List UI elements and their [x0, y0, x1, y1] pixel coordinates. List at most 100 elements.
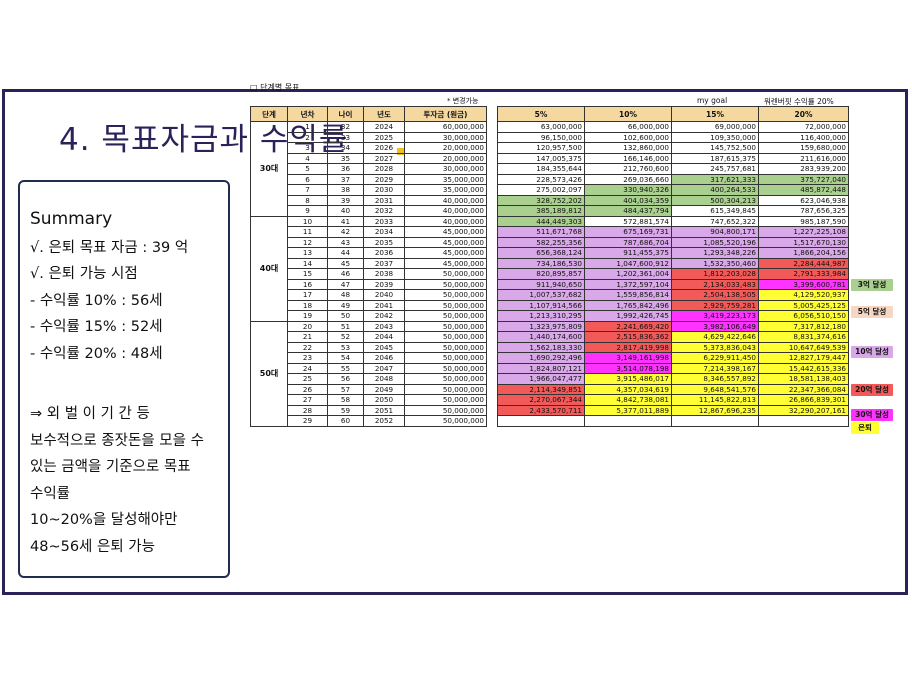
value-cell-r20: 4,129,520,937: [758, 289, 849, 301]
year-count-cell: 28: [287, 404, 328, 416]
year-count-cell: 23: [287, 352, 328, 364]
value-cell-r5: 184,355,644: [497, 163, 585, 175]
stage-cell: 30대: [250, 121, 288, 217]
value-cell-r5: 511,671,768: [497, 226, 585, 238]
table-row: 734,186,530 1,047,600,912 1,532,350,460 2,2…: [497, 257, 849, 269]
badge-10eok: 10억 달성: [851, 346, 893, 358]
value-cell-r5: 2,270,067,344: [497, 394, 585, 406]
year-count-cell: 4: [287, 152, 328, 164]
value-cell-r10: 3,149,161,998: [584, 352, 672, 364]
year-count-cell: 18: [287, 299, 328, 311]
table-row: 9 40 2032 40,000,000: [251, 205, 487, 217]
year-cell: 2049: [363, 383, 405, 395]
age-cell: 38: [327, 184, 364, 196]
summary-line: 48~56세 은퇴 가능: [30, 538, 155, 555]
header-rate-15: 15%: [671, 106, 759, 122]
value-cell-r20: 787,656,325: [758, 205, 849, 217]
value-cell-r15: 2,504,138,505: [671, 289, 759, 301]
year-cell: 2027: [363, 152, 405, 164]
value-cell-r15: 69,000,000: [671, 121, 759, 133]
value-cell-r10: 911,455,375: [584, 247, 672, 259]
value-cell-r10: 269,036,660: [584, 173, 672, 185]
table-row: 50대 20 51 2043 50,000,000: [250, 320, 487, 427]
year-count-cell: 9: [287, 205, 328, 217]
principal-cell: 50,000,000: [404, 415, 487, 427]
table-row: 1,323,975,809 2,241,669,420 3,982,106,649 7…: [497, 320, 849, 332]
value-cell-r15: 747,652,322: [671, 215, 759, 227]
value-cell-r5: 1,562,183,330: [497, 341, 585, 353]
age-cell: 34: [327, 142, 364, 154]
summary-line: 보수적으로 종잣돈을 모을 수: [30, 432, 204, 449]
age-cell: 60: [327, 415, 364, 427]
value-cell-r20: 2,791,333,984: [758, 268, 849, 280]
value-cell-r5: 582,255,356: [497, 236, 585, 248]
table-row: 7 38 2030 35,000,000: [251, 184, 487, 196]
summary-heading: Summary: [30, 209, 113, 229]
value-cell-r20: 116,400,000: [758, 131, 849, 143]
value-cell-r5: 444,449,303: [497, 215, 585, 227]
table-row: 1,440,174,600 2,515,836,362 4,629,422,646 8…: [497, 331, 849, 343]
value-cell-r15: 1,532,350,460: [671, 257, 759, 269]
table-row: 15 46 2038 50,000,000: [251, 268, 487, 280]
year-count-cell: 20: [287, 320, 328, 332]
principal-cell: 30,000,000: [404, 163, 487, 175]
table-row: 4 35 2027 20,000,000: [251, 152, 487, 164]
age-cell: 45: [327, 257, 364, 269]
value-cell-r10: 1,202,361,004: [584, 268, 672, 280]
age-cell: 37: [327, 173, 364, 185]
table-row: 16 47 2039 50,000,000: [251, 278, 487, 290]
value-cell-r20: 26,866,839,301: [758, 394, 849, 406]
value-cell-r5: 147,005,375: [497, 152, 585, 164]
principal-cell: 50,000,000: [404, 299, 487, 311]
age-cell: 43: [327, 236, 364, 248]
table-row: 2,114,349,851 4,357,034,619 9,648,541,576 2…: [497, 383, 849, 395]
returns-table: 5% 10% 15% 20% 63,000,000 66,000,000 69,00…: [497, 106, 849, 427]
value-cell-r15: 3,982,106,649: [671, 320, 759, 332]
year-count-cell: 6: [287, 173, 328, 185]
year-count-cell: 12: [287, 236, 328, 248]
section-label: □ 단계별 목표: [250, 83, 300, 92]
value-cell-r10: 4,842,738,081: [584, 394, 672, 406]
year-count-cell: 8: [287, 194, 328, 206]
principal-cell: 35,000,000: [404, 184, 487, 196]
table-row: 11 42 2034 45,000,000: [251, 226, 487, 238]
value-cell-r5: 120,957,500: [497, 142, 585, 154]
year-count-cell: 29: [287, 415, 328, 427]
principal-cell: 50,000,000: [404, 352, 487, 364]
summary-line: √. 은퇴 가능 시점: [30, 266, 138, 282]
value-cell-r10: [584, 415, 672, 427]
note-buffett-rate: 워렌버핏 수익률 20%: [764, 97, 834, 106]
value-cell-r5: 911,940,650: [497, 278, 585, 290]
year-cell: 2031: [363, 194, 405, 206]
value-cell-r15: 187,615,375: [671, 152, 759, 164]
value-cell-r15: 145,752,500: [671, 142, 759, 154]
table-row: 328,752,202 404,034,359 500,304,213 623,046…: [497, 194, 849, 206]
value-cell-r15: 9,648,541,576: [671, 383, 759, 395]
year-cell: 2052: [363, 415, 405, 427]
value-cell-r10: 1,372,597,104: [584, 278, 672, 290]
year-cell: 2046: [363, 352, 405, 364]
table-row: 6 37 2029 35,000,000: [251, 173, 487, 185]
principal-cell: 50,000,000: [404, 394, 487, 406]
value-cell-r20: 623,046,938: [758, 194, 849, 206]
summary-line: - 수익률 20% : 48세: [30, 345, 163, 362]
table-row: 30대 1 32 2024 60,000,000: [250, 121, 487, 217]
principal-cell: 60,000,000: [404, 121, 487, 133]
principal-cell: 20,000,000: [404, 152, 487, 164]
value-cell-r15: 2,929,759,281: [671, 299, 759, 311]
table-row: 8 39 2031 40,000,000: [251, 194, 487, 206]
summary-line: 수익률: [30, 485, 71, 502]
summary-box: Summary √. 은퇴 목표 자금 : 39 억 √. 은퇴 가능 시점 -…: [18, 180, 230, 578]
value-cell-r15: 7,214,398,167: [671, 362, 759, 374]
table-row: 120,957,500 132,860,000 145,752,500 159,680…: [497, 142, 849, 154]
year-cell: 2028: [363, 163, 405, 175]
value-cell-r20: 211,616,000: [758, 152, 849, 164]
age-cell: 33: [327, 131, 364, 143]
age-cell: 39: [327, 194, 364, 206]
value-cell-r15: 3,419,223,173: [671, 310, 759, 322]
age-cell: 50: [327, 310, 364, 322]
value-cell-r5: 1,007,537,682: [497, 289, 585, 301]
year-count-cell: 25: [287, 373, 328, 385]
value-cell-r15: 5,373,836,043: [671, 341, 759, 353]
value-cell-r15: 109,350,000: [671, 131, 759, 143]
